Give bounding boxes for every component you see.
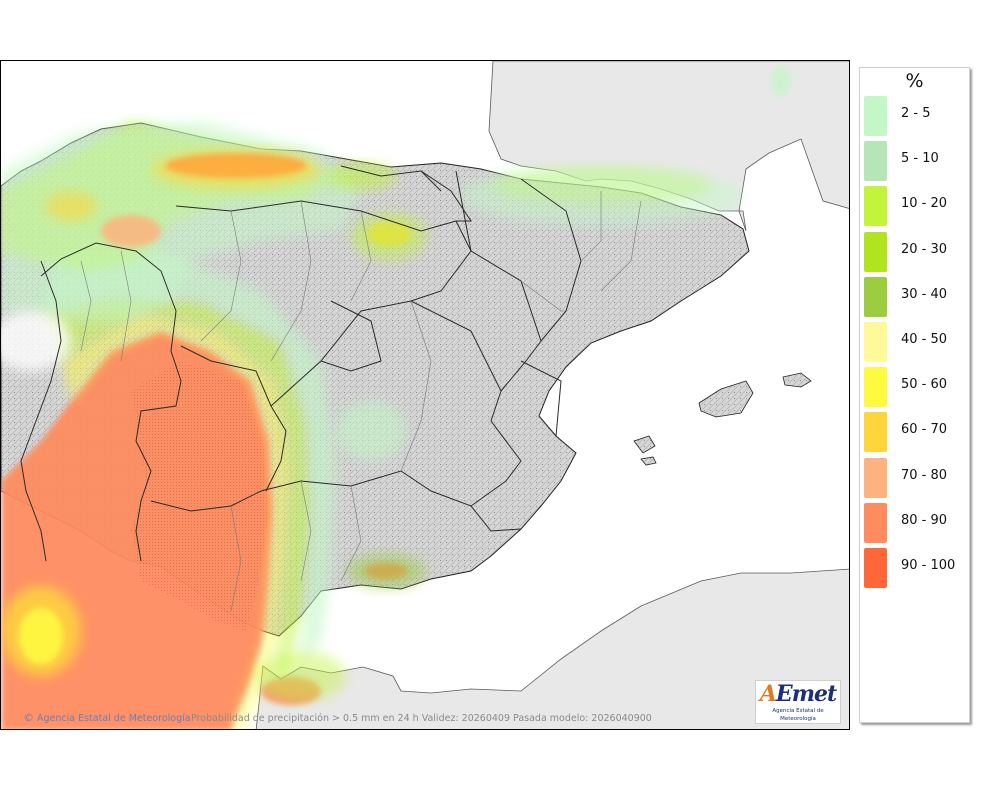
legend-label: 50 - 60	[901, 377, 948, 393]
legend-swatch	[864, 231, 887, 272]
menorca-island	[782, 372, 812, 388]
legend-label: 70 - 80	[901, 467, 948, 483]
legend-label: 60 - 70	[901, 422, 948, 438]
field-atlantic-50-60	[19, 608, 63, 664]
legend-panel: % 2 - 5 5 - 10 10 - 20 20 - 30 30 - 40 40 - 5…	[859, 67, 970, 723]
field-basque-10-20	[326, 162, 396, 190]
legend-label: 40 - 50	[901, 332, 948, 347]
logo-subtitle: Agencia Estatal de Meteorología	[772, 708, 824, 722]
legend-item: 60 - 70	[864, 410, 969, 453]
legend-item: 90 - 100	[864, 546, 969, 588]
legend-label: 90 - 100	[901, 558, 956, 573]
legend-label: 2 - 5	[901, 106, 931, 121]
legend-item: 20 - 30	[864, 230, 969, 272]
valencia-border	[520, 360, 562, 437]
field-portugal-coast-2-5	[1, 311, 71, 371]
legend-label: 10 - 20	[901, 196, 948, 212]
field-cantabria-60-70	[151, 149, 321, 189]
legend-swatch	[864, 276, 887, 317]
legend-swatch	[864, 367, 887, 408]
legend-item: 30 - 40	[864, 275, 969, 317]
ibiza-island	[633, 435, 656, 454]
field-central-2-5	[336, 401, 406, 461]
castilla-la-mancha-border	[270, 300, 522, 482]
portugal-coastline	[20, 260, 62, 562]
borders	[20, 165, 582, 562]
legend-swatch	[864, 96, 887, 136]
field-sierra-nevada-30-40	[346, 553, 426, 589]
madrid-border	[320, 300, 382, 372]
field-france-2-5	[771, 65, 791, 97]
castilla-leon-border	[175, 200, 472, 302]
legend-swatch	[864, 502, 887, 543]
agency-name: Agencia Estatal de Meteorología	[37, 713, 191, 724]
product-info: Probabilidad de precipitación > 0.5 mm e…	[191, 713, 652, 724]
legend-label: 20 - 30	[901, 241, 948, 257]
field-strait-10-20	[256, 651, 346, 701]
basque-border	[340, 165, 442, 192]
map-canvas	[1, 61, 849, 729]
andalusia-border	[150, 470, 507, 512]
legend-item: 80 - 90	[864, 501, 969, 543]
mallorca-island	[698, 380, 754, 418]
navarra-border	[420, 170, 472, 222]
legend-label: 5 - 10	[901, 151, 939, 167]
field-galicia-60-70	[46, 191, 96, 221]
legend-swatch	[864, 141, 887, 182]
legend-swatch	[864, 457, 887, 498]
province-borders	[80, 191, 642, 612]
agency-credit: © Agencia Estatal de Meteorología	[23, 711, 191, 724]
legend-item: 10 - 20	[864, 184, 969, 227]
aragon-border	[455, 170, 542, 392]
legend-item: 40 - 50	[864, 320, 969, 362]
legend-swatch	[864, 548, 887, 588]
field-west-dense-90	[131, 361, 269, 631]
precipitation-field	[1, 65, 791, 729]
aemet-logo: AEmet Agencia Estatal de Meteorología	[755, 680, 841, 724]
legend-swatch	[864, 322, 887, 362]
field-leon-70-80	[101, 215, 161, 247]
precipitation-probability-map: © Agencia Estatal de Meteorología Probabi…	[0, 60, 850, 730]
legend-item: 70 - 80	[864, 456, 969, 498]
legend-title: %	[905, 70, 924, 92]
copyright-icon: ©	[23, 711, 34, 724]
formentera-island	[640, 456, 657, 466]
legend-item: 5 - 10	[864, 139, 969, 182]
portugal-border	[40, 242, 182, 562]
legend-label: 80 - 90	[901, 512, 948, 528]
legend-swatch	[864, 186, 887, 227]
legend-swatch	[864, 412, 887, 453]
legend-item: 50 - 60	[864, 365, 969, 408]
field-burgos-10-20	[351, 212, 427, 260]
murcia-border	[470, 505, 522, 532]
legend-item: 2 - 5	[864, 94, 969, 136]
logo-wordmark: AEmet	[759, 681, 837, 707]
field-west-50-60	[61, 311, 291, 729]
legend-label: 30 - 40	[901, 286, 948, 302]
